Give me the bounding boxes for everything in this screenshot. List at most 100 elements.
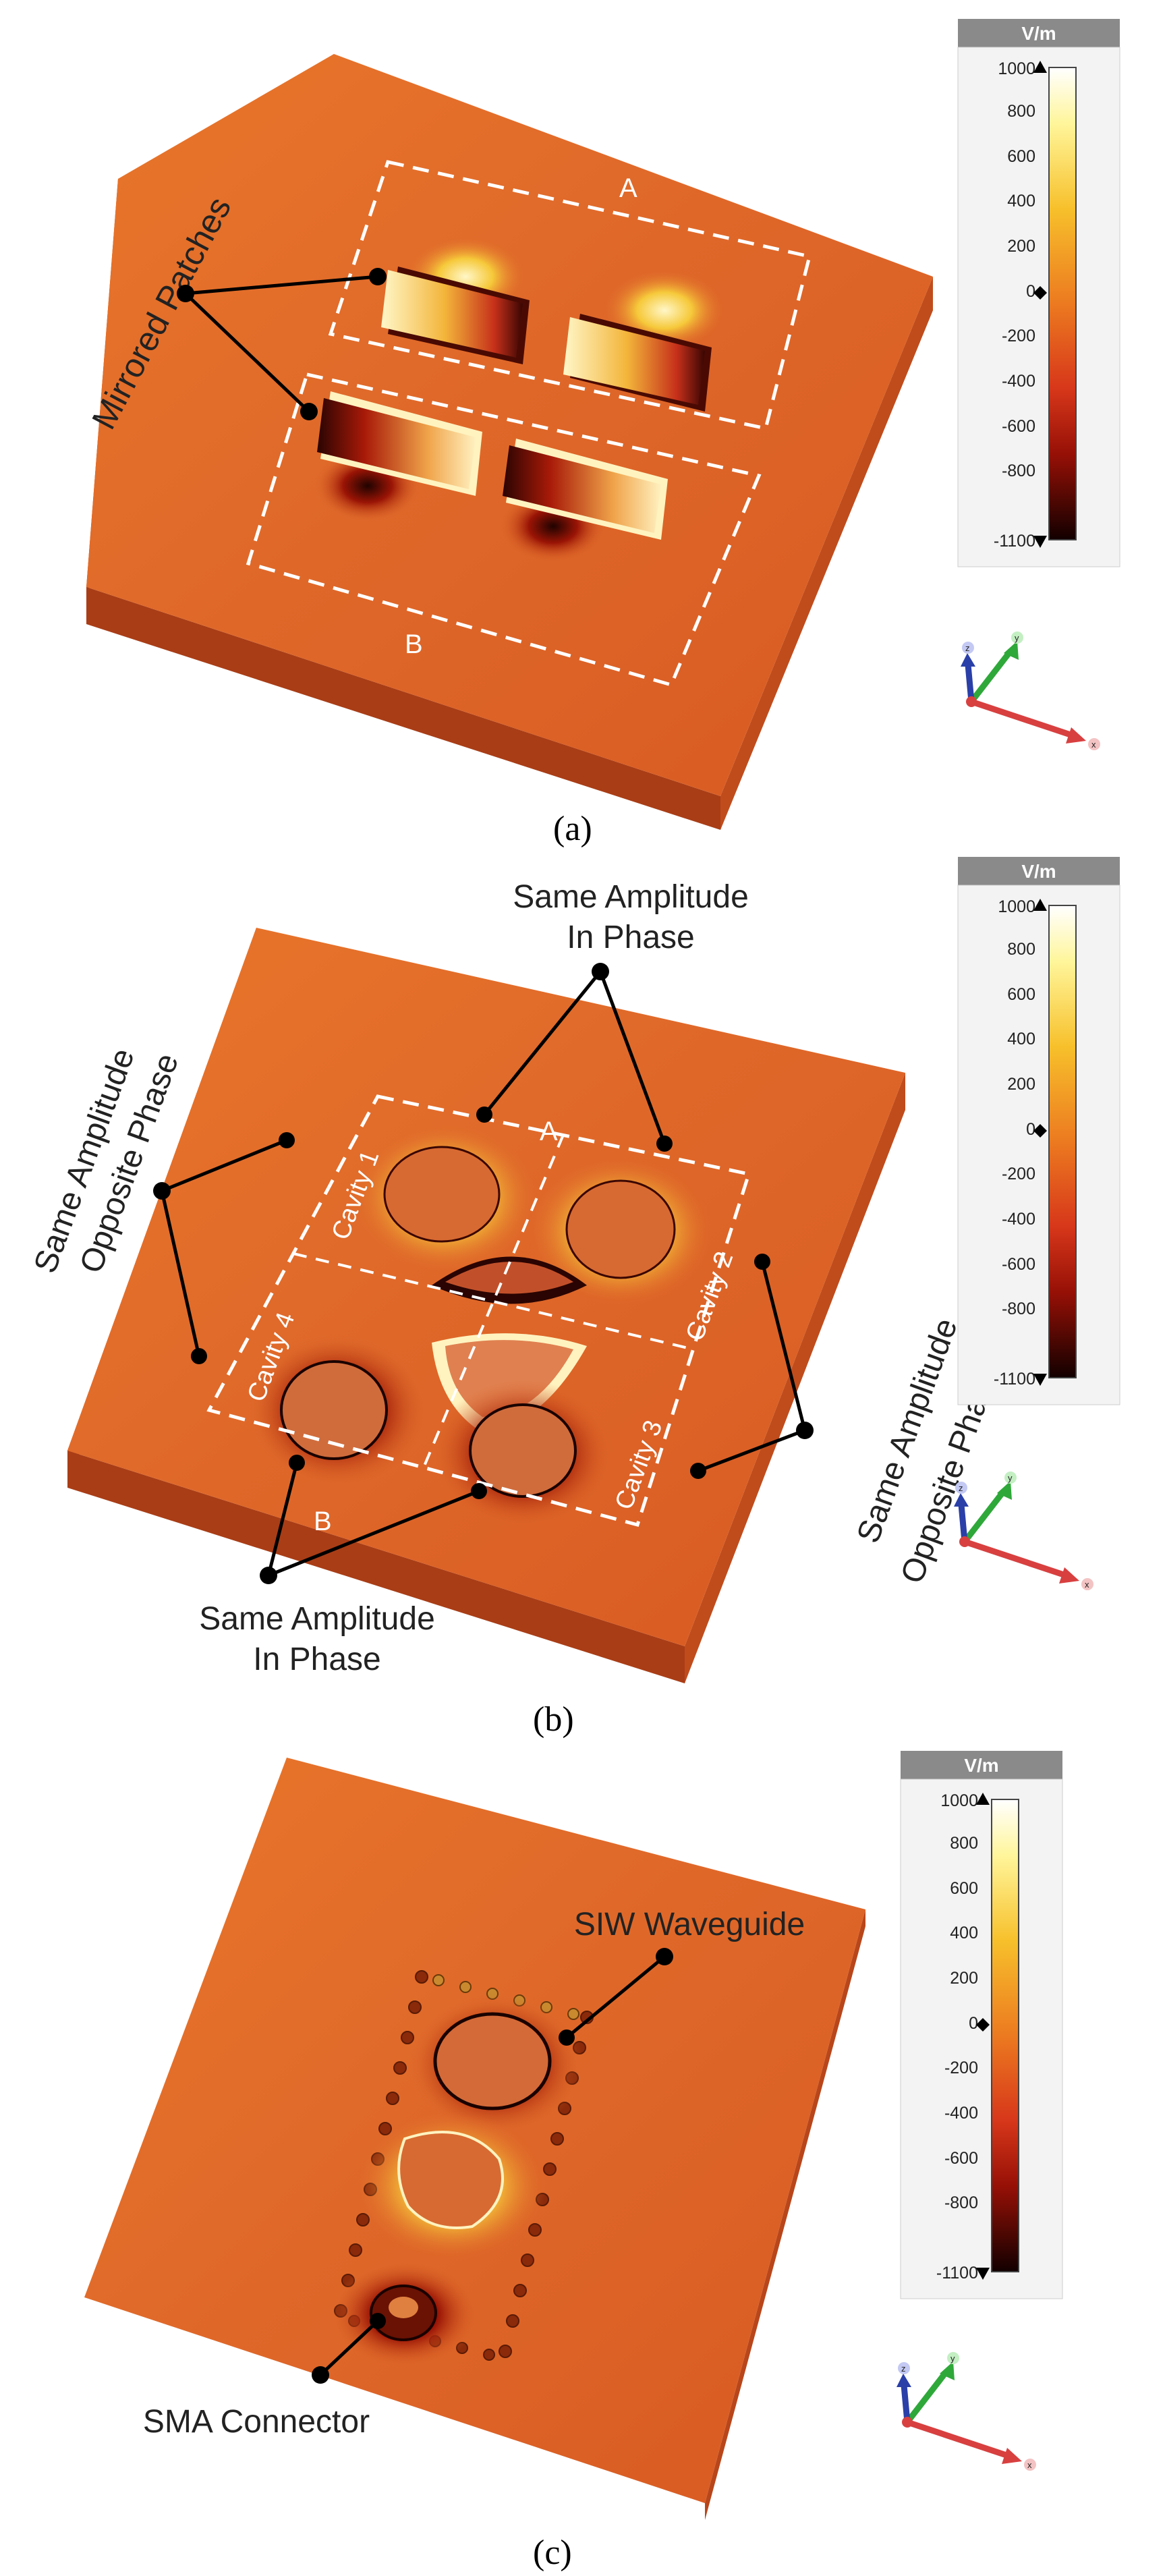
callout-dot: [279, 1132, 295, 1148]
cavity-center-top: [432, 1256, 587, 1304]
colorbar-tick: 0: [1026, 1120, 1035, 1139]
axis-x-label: x: [1091, 739, 1096, 750]
callout-dot: [177, 285, 194, 302]
callout-dot: [260, 1567, 277, 1584]
colorbar-tick: 1000: [940, 1791, 978, 1810]
colorbar-tick: 800: [1007, 102, 1035, 121]
colorbar-tick: 400: [1007, 192, 1035, 211]
axis-y-label: y: [950, 2353, 955, 2363]
region-b-label: B: [405, 629, 423, 659]
callout-line: [598, 971, 666, 1144]
axis-triad-b: x y z: [954, 1472, 1093, 1590]
callout-dot: [656, 1948, 673, 1965]
cavity-2-field: [530, 1157, 712, 1306]
caption-c: (c): [533, 2533, 572, 2572]
callout-dot: [559, 2029, 575, 2046]
colorbar-tick: 800: [950, 1834, 978, 1853]
colorbar-unit: V/m: [964, 1755, 998, 1776]
callout-dot: [369, 268, 387, 285]
cavity-3-field: [432, 1380, 614, 1528]
callout-bottom-line2: In Phase: [253, 1642, 380, 1677]
colorbar-tick: 400: [1007, 1030, 1035, 1048]
colorbar-tick: 1000: [998, 59, 1035, 78]
substrate-side-right: [705, 1909, 865, 2520]
colorbar-unit: V/m: [1021, 23, 1056, 44]
callout-dot: [592, 963, 609, 980]
colorbar-marker-zero: [1033, 286, 1047, 300]
axis-y-label: y: [1015, 633, 1019, 643]
colorbar-tick: -200: [944, 2059, 978, 2077]
callout-line: [760, 1261, 807, 1431]
callout-dot: [796, 1422, 814, 1439]
panel-c: SIW Waveguide SMA Connector (c): [84, 1758, 865, 2572]
callout-line: [184, 292, 310, 413]
axis-y-label: y: [1008, 1473, 1013, 1483]
callout-dot: [370, 2313, 386, 2329]
colorbar-tick: -200: [1002, 1165, 1035, 1183]
callout-dot: [153, 1182, 171, 1200]
siw-field-lower: [358, 2112, 546, 2260]
callout-top-line1: Same Amplitude: [513, 879, 749, 915]
region-a-label: A: [619, 173, 637, 203]
colorbar-marker-bottom: [1033, 1374, 1047, 1386]
callout-dot: [191, 1348, 207, 1364]
colorbar-tick: -1100: [936, 2264, 978, 2283]
axis-x-label: x: [1085, 1579, 1089, 1590]
colorbar-tick: 200: [950, 1969, 978, 1988]
colorbar-tick: -800: [1002, 1299, 1035, 1318]
colorbar-tick: 800: [1007, 940, 1035, 959]
colorbar-unit: V/m: [1021, 861, 1056, 882]
axis-triad-a: x y z: [961, 632, 1100, 750]
cavity-grid-box: [206, 1094, 751, 1528]
colorbar-tick: 600: [950, 1879, 978, 1898]
colorbar-tick: 0: [969, 2014, 978, 2033]
colorbar-tick: 0: [1026, 282, 1035, 301]
substrate-side-right: [685, 1073, 905, 1683]
callout-line: [319, 2320, 379, 2376]
sma-connector-field: [331, 2260, 479, 2368]
colorbar-marker-bottom: [976, 2268, 990, 2280]
callout-dot: [690, 1463, 706, 1479]
colorbar-marker-top: [976, 1793, 990, 1805]
colorbar-tick: -800: [944, 2193, 978, 2212]
patch-bottom-right: [503, 439, 668, 540]
callout-dot: [476, 1107, 492, 1123]
callout-dot: [471, 1483, 487, 1499]
callout-line: [565, 1955, 666, 2039]
region-b-label: B: [314, 1507, 332, 1536]
region-a-label: A: [540, 1117, 558, 1146]
colorbar-tick: 600: [1007, 147, 1035, 166]
colorbar-tick: 200: [1007, 1075, 1035, 1094]
callout-line: [698, 1428, 805, 1473]
colorbar-marker-bottom: [1033, 536, 1047, 548]
colorbar-tick: 200: [1007, 237, 1035, 256]
callout-dot: [754, 1254, 770, 1270]
colorbar-tick: -1100: [994, 1370, 1035, 1389]
colorbar-tick: -400: [1002, 372, 1035, 391]
axis-triad-c: x y z: [897, 2352, 1036, 2471]
callout-siw-waveguide: SIW Waveguide: [574, 1907, 805, 1942]
panel-b: A B Cavity 1 Cavity 2 Cavity 3 Cavity 4 …: [28, 879, 1007, 1739]
region-b-box: [246, 372, 762, 688]
colorbar-gradient: [991, 1799, 1019, 2272]
axis-z-label: z: [901, 2363, 906, 2374]
colorbar-tick: -600: [944, 2149, 978, 2168]
colorbar-gradient: [1048, 905, 1077, 1378]
axis-x-label: x: [1027, 2460, 1032, 2470]
colorbar-tick: -600: [1002, 1255, 1035, 1274]
callout-dot: [300, 403, 318, 420]
cavity-grid-divider: [422, 1134, 565, 1468]
cavity-4-field: [246, 1333, 428, 1488]
colorbar-tick: -800: [1002, 461, 1035, 480]
colorbar-c: V/m 1000 800 600 400 200 0 -200 -400 -60…: [900, 1751, 1063, 2299]
callout-line: [266, 1462, 299, 1576]
callout-line: [161, 1138, 287, 1193]
colorbar-ticks: 1000 800 600 400 200 0 -200 -400 -600 -8…: [994, 59, 1035, 551]
colorbar-marker-zero: [1033, 1124, 1047, 1138]
callout-dot: [656, 1136, 673, 1152]
callout-top-line2: In Phase: [567, 920, 694, 955]
callout-dot: [289, 1455, 305, 1471]
colorbar-header: [958, 857, 1120, 885]
substrate-side-right: [720, 277, 933, 830]
colorbar-tick: 600: [1007, 985, 1035, 1004]
